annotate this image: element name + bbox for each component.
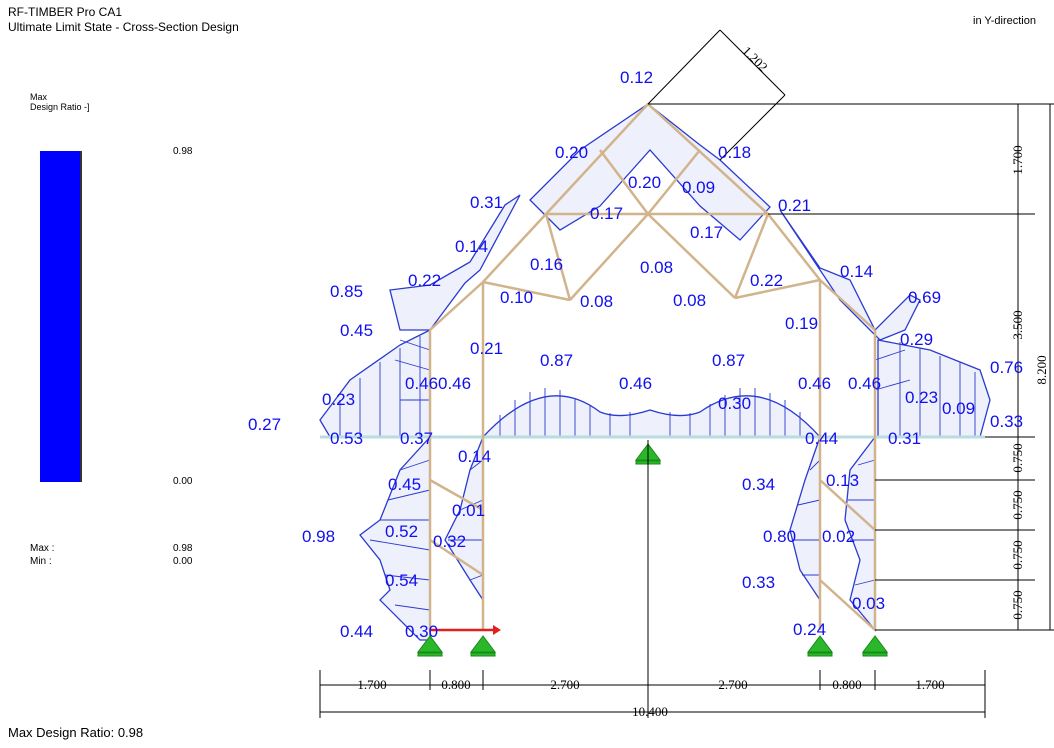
- ratio-label: 0.08: [580, 292, 613, 311]
- ratio-label: 0.29: [900, 330, 933, 349]
- ratio-label: 0.02: [822, 527, 855, 546]
- direction-label: in Y-direction: [973, 15, 1036, 27]
- dimension-horizontal: 0.800: [441, 677, 470, 692]
- ratio-label: 0.09: [942, 399, 975, 418]
- ratio-label: 0.01: [452, 501, 485, 520]
- members: [320, 103, 985, 631]
- dimension-vertical: 3.500: [1010, 310, 1025, 339]
- result-title: Ultimate Limit State - Cross-Section Des…: [8, 20, 239, 34]
- ratio-label: 0.22: [750, 271, 783, 290]
- ratio-label: 0.87: [540, 351, 573, 370]
- ratio-label: 0.14: [458, 447, 491, 466]
- ratio-label: 0.17: [690, 223, 723, 242]
- ratio-label: 0.34: [742, 475, 775, 494]
- ratio-label: 0.54: [385, 571, 418, 590]
- ratio-label: 0.32: [433, 532, 466, 551]
- min-label: Min :: [30, 556, 52, 567]
- ratio-label: 0.44: [340, 622, 373, 641]
- ratio-label: 0.23: [322, 390, 355, 409]
- dimension-vertical: 0.750: [1010, 590, 1025, 619]
- dimension-horizontal: 1.700: [357, 677, 386, 692]
- dimension-horizontal: 1.700: [915, 677, 944, 692]
- ratio-label: 0.53: [330, 429, 363, 448]
- ratio-label: 0.14: [840, 262, 873, 281]
- dimension-lines: [319, 29, 1054, 718]
- ratio-label: 0.16: [530, 255, 563, 274]
- ratio-label: 0.76: [990, 358, 1023, 377]
- ratio-labels: 0.12 0.20 0.18 0.20 0.09 0.31 0.17 0.21 0.17 0.14…: [248, 68, 1023, 641]
- dimension-vertical: 0.750: [1010, 540, 1025, 569]
- ratio-label: 0.46: [798, 374, 831, 393]
- ratio-label: 0.45: [340, 321, 373, 340]
- dimension-vertical: 0.750: [1010, 443, 1025, 472]
- ratio-label: 0.13: [826, 471, 859, 490]
- dimension-labels: 1.700 0.800 2.700 2.700 0.800 1.700 10.400 1.20…: [357, 43, 1049, 719]
- dimension-horizontal: 2.700: [550, 677, 579, 692]
- ratio-label: 0.46: [438, 374, 471, 393]
- legend-title: Max Design Ratio -]: [30, 92, 90, 112]
- ratio-label: 0.22: [408, 271, 441, 290]
- ratio-label: 0.33: [742, 573, 775, 592]
- dimension-horizontal: 0.800: [832, 677, 861, 692]
- ratio-label: 0.31: [470, 193, 503, 212]
- ratio-label: 0.69: [908, 288, 941, 307]
- ratio-label: 0.46: [619, 374, 652, 393]
- dimension-horizontal: 2.700: [718, 677, 747, 692]
- ratio-label: 0.30: [718, 394, 751, 413]
- ratio-label: 0.30: [405, 622, 438, 641]
- legend-title-line2: Design Ratio -]: [30, 102, 90, 112]
- dimension-total: 10.400: [632, 704, 668, 719]
- result-envelope: [319, 103, 991, 641]
- ratio-label: 0.20: [628, 173, 661, 192]
- ratio-label: 0.46: [405, 374, 438, 393]
- legend-title-line1: Max: [30, 92, 48, 102]
- ratio-label: 0.14: [455, 237, 488, 256]
- dimension-vertical-total: 8.200: [1034, 355, 1049, 384]
- ratio-label: 0.10: [500, 288, 533, 307]
- ratio-label: 0.33: [990, 412, 1023, 431]
- ratio-label: 0.12: [620, 68, 653, 87]
- min-value: 0.00: [173, 556, 193, 567]
- ratio-label: 0.85: [330, 282, 363, 301]
- axis-marker: [430, 625, 501, 635]
- ratio-label: 0.23: [905, 388, 938, 407]
- max-design-ratio: Max Design Ratio: 0.98: [8, 725, 144, 740]
- ratio-label: 0.98: [302, 527, 335, 546]
- ratio-label: 0.18: [718, 143, 751, 162]
- ratio-label: 0.45: [388, 475, 421, 494]
- ratio-label: 0.87: [712, 351, 745, 370]
- ratio-label: 0.08: [673, 291, 706, 310]
- ratio-label: 0.46: [848, 374, 881, 393]
- dimension-vertical: 1.700: [1010, 145, 1025, 174]
- ratio-label: 0.21: [778, 196, 811, 215]
- ratio-label: 0.17: [590, 204, 623, 223]
- ratio-label: 0.08: [640, 258, 673, 277]
- ratio-label: 0.24: [793, 620, 826, 639]
- ratio-label: 0.52: [385, 522, 418, 541]
- dimension-vertical: 0.750: [1010, 490, 1025, 519]
- ratio-label: 0.20: [555, 143, 588, 162]
- hatch-lines: [339, 336, 976, 611]
- max-label: Max :: [30, 543, 55, 554]
- ratio-label: 0.80: [763, 527, 796, 546]
- ratio-label: 0.19: [785, 314, 818, 333]
- ratio-label: 0.09: [682, 178, 715, 197]
- max-value: 0.98: [173, 543, 193, 554]
- ratio-label: 0.21: [470, 339, 503, 358]
- scale-top-value: 0.98: [173, 146, 193, 157]
- ratio-label: 0.03: [852, 594, 885, 613]
- ratio-label: 0.27: [248, 415, 281, 434]
- ratio-label: 0.44: [805, 429, 838, 448]
- dimension-diagonal: 1.202: [740, 43, 771, 74]
- ratio-label: 0.31: [888, 429, 921, 448]
- ratio-label: 0.37: [400, 429, 433, 448]
- scale-bottom-value: 0.00: [173, 476, 193, 487]
- program-title: RF-TIMBER Pro CA1: [8, 5, 123, 19]
- color-scale-bar: [40, 151, 82, 482]
